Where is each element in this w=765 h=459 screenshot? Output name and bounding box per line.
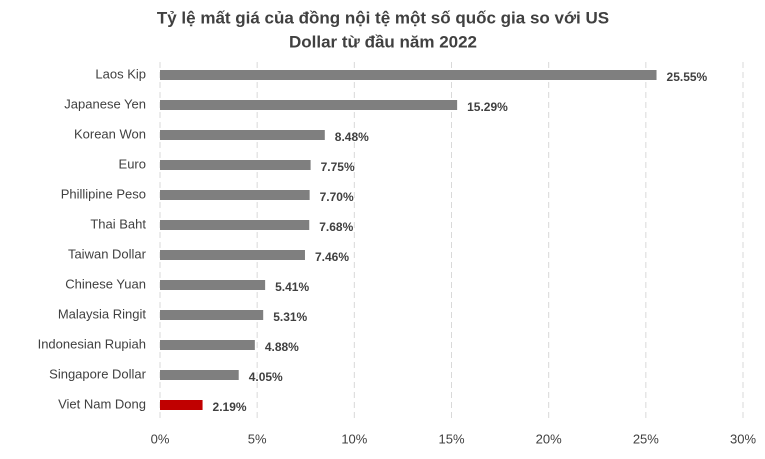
bar [160, 220, 310, 230]
bar [160, 340, 255, 350]
y-tick-label: Thai Baht [90, 216, 146, 231]
y-tick-label: Taiwan Dollar [68, 246, 147, 261]
value-label: 2.19% [213, 400, 247, 414]
bar [160, 250, 305, 260]
value-label: 4.05% [249, 370, 283, 384]
chart-title: Tỷ lệ mất giá của đồng nội tệ một số quố… [157, 8, 609, 27]
bar [160, 400, 203, 410]
value-label: 4.88% [265, 340, 299, 354]
value-label: 5.31% [273, 310, 307, 324]
value-label: 5.41% [275, 280, 309, 294]
y-tick-label: Euro [119, 156, 146, 171]
chart-title: Dollar từ đầu năm 2022 [289, 32, 477, 51]
value-label: 8.48% [335, 130, 369, 144]
value-label: 7.70% [320, 190, 354, 204]
bar [160, 70, 657, 80]
value-label: 25.55% [667, 70, 708, 84]
x-tick-label: 15% [438, 431, 464, 446]
y-tick-label: Laos Kip [95, 66, 146, 81]
value-label: 7.68% [319, 220, 353, 234]
value-label: 7.75% [321, 160, 355, 174]
bar [160, 370, 239, 380]
y-tick-label: Viet Nam Dong [58, 396, 146, 411]
x-tick-label: 10% [341, 431, 367, 446]
y-tick-label: Korean Won [74, 126, 146, 141]
value-label: 15.29% [467, 100, 508, 114]
y-tick-label: Singapore Dollar [49, 366, 147, 381]
x-tick-label: 25% [633, 431, 659, 446]
y-tick-label: Phillipine Peso [61, 186, 146, 201]
bar [160, 160, 311, 170]
bar [160, 190, 310, 200]
y-tick-label: Chinese Yuan [65, 276, 146, 291]
bar [160, 100, 458, 110]
y-tick-label: Japanese Yen [64, 96, 146, 111]
bar [160, 280, 266, 290]
y-tick-label: Malaysia Ringit [58, 306, 147, 321]
bar [160, 310, 264, 320]
bar [160, 130, 325, 140]
value-label: 7.46% [315, 250, 349, 264]
x-tick-label: 0% [151, 431, 170, 446]
x-tick-label: 30% [730, 431, 756, 446]
y-tick-label: Indonesian Rupiah [38, 336, 146, 351]
x-tick-label: 20% [536, 431, 562, 446]
x-tick-label: 5% [248, 431, 267, 446]
